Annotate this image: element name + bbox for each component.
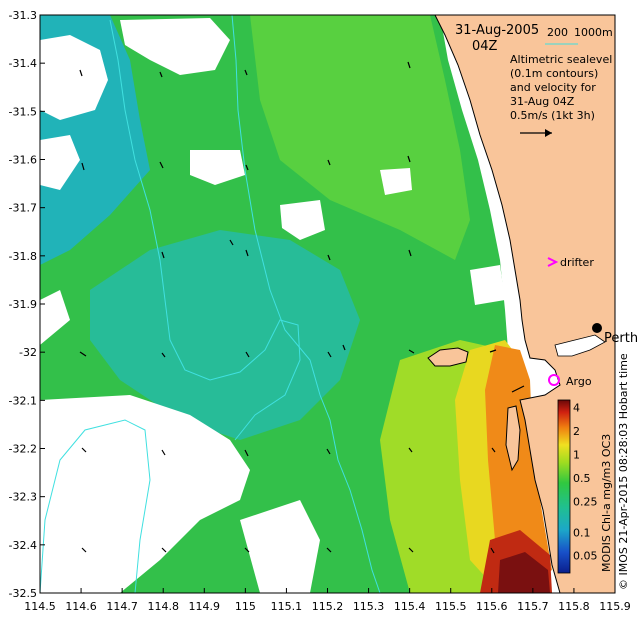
sealevel-line-3: and velocity for (510, 81, 596, 94)
time-label: 04Z (472, 39, 498, 54)
x-tick-label: 115.6 (476, 600, 508, 613)
chl-field-orange (485, 345, 552, 593)
y-tick-label: -31.7 (9, 202, 37, 215)
x-tick-label: 115 (235, 600, 256, 613)
x-tick-label: 114.6 (65, 600, 97, 613)
colorbar-tick-label: 1 (573, 448, 580, 461)
x-tick-label: 115.3 (353, 600, 385, 613)
y-tick-label: -31.4 (9, 57, 37, 70)
depth-200-label: 200 (547, 26, 568, 39)
colorbar-tick-label: 0.25 (573, 495, 598, 508)
colorbar-tick-label: 4 (573, 402, 580, 415)
sealevel-line-4: 31-Aug 04Z (510, 95, 575, 108)
y-tick-label: -32.2 (9, 443, 37, 456)
chl-field-cyan-mid (90, 230, 360, 440)
y-tick-label: -31.8 (9, 250, 37, 263)
y-tick-label: -32.1 (9, 394, 37, 407)
colorbar-tick-label: 0.05 (573, 550, 598, 563)
perth-label: Perth (604, 331, 638, 346)
x-tick-label: 115.7 (517, 600, 549, 613)
sealevel-line-2: (0.1m contours) (510, 67, 598, 80)
cloud-gaps (40, 18, 505, 593)
x-tick-label: 115.9 (599, 600, 631, 613)
y-tick-label: -32.4 (9, 539, 37, 552)
x-tick-label: 115.5 (435, 600, 467, 613)
date-label: 31-Aug-2005 (455, 23, 539, 38)
x-tick-label: 114.9 (189, 600, 221, 613)
y-tick-label: -32 (19, 346, 37, 359)
chl-field-light-green (250, 15, 470, 260)
x-tick-label: 115.1 (271, 600, 303, 613)
y-tick-label: -31.6 (9, 154, 37, 167)
argo-label: Argo (566, 375, 592, 388)
y-tick-label: -31.9 (9, 298, 37, 311)
colorbar-tick-label: 2 (573, 425, 580, 438)
y-tick-label: -31.5 (9, 105, 37, 118)
depth-1000-label: 1000m (574, 26, 613, 39)
x-axis: 114.5 114.6 114.7 114.8 114.9 115 115.1 115.2 11… (24, 588, 631, 613)
drifter-marker-icon (547, 257, 559, 267)
perth-marker-icon (592, 323, 602, 333)
sealevel-line-1: Altimetric sealevel (510, 53, 612, 66)
velocity-arrows (79, 61, 525, 554)
rottnest-island (427, 347, 469, 367)
scale-arrow-icon (520, 129, 552, 137)
garden-island (505, 405, 521, 472)
x-tick-label: 115.4 (394, 600, 426, 613)
colorbar-tick-label: 0.5 (573, 472, 591, 485)
bathymetry-contours (40, 15, 381, 593)
x-tick-label: 115.2 (312, 600, 344, 613)
x-tick-label: 115.8 (558, 600, 590, 613)
sealevel-line-5: 0.5m/s (1kt 3h) (510, 109, 595, 122)
x-tick-label: 114.8 (147, 600, 179, 613)
chl-field-darkred (498, 552, 550, 593)
argo-marker-icon (548, 374, 560, 386)
colorbar (557, 399, 571, 574)
y-tick-label: -32.5 (9, 587, 37, 600)
y-tick-label: -32.3 (9, 491, 37, 504)
y-axis: -31.3 -31.4 -31.5 -31.6 -31.7 -31.8 -31.9 -32 -3… (9, 9, 45, 600)
colorbar-side-label: MODIS Chl-a mg/m3 OC3 (600, 434, 613, 572)
y-tick-label: -31.3 (9, 9, 37, 22)
colorbar-ticks: 4 2 1 0.5 0.25 0.1 0.05 (573, 402, 598, 563)
x-tick-label: 114.5 (24, 600, 56, 613)
drifter-label: drifter (560, 256, 594, 269)
credit-label: © IMOS 21-Apr-2015 08:28:03 Hobart time (617, 353, 630, 590)
x-tick-label: 114.7 (106, 600, 138, 613)
swan-river (554, 334, 606, 357)
colorbar-tick-label: 0.1 (573, 526, 591, 539)
